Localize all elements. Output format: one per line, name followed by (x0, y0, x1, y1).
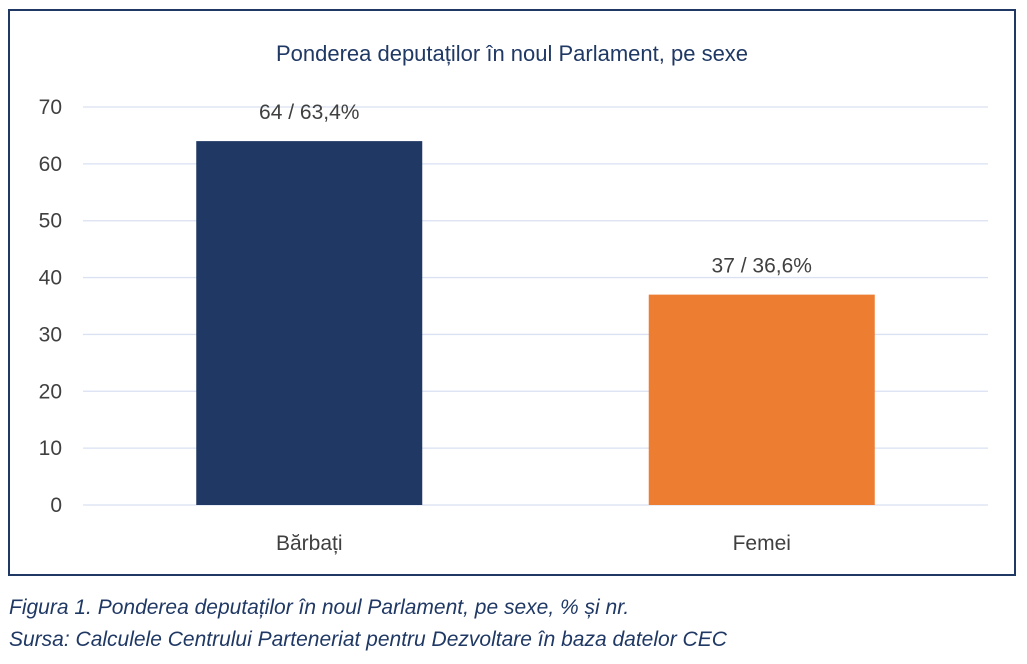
data-label: 64 / 63,4% (259, 101, 359, 124)
bar (196, 141, 423, 505)
y-tick-label: 20 (39, 380, 62, 403)
data-label: 37 / 36,6% (712, 255, 812, 278)
y-tick-label: 40 (39, 267, 62, 290)
y-tick-label: 30 (39, 323, 62, 346)
figure-caption: Figura 1. Ponderea deputaților în noul P… (9, 596, 630, 619)
chart-frame: Ponderea deputaților în noul Parlament, … (8, 9, 1016, 576)
x-tick-label: Bărbați (276, 532, 343, 555)
y-tick-label: 60 (39, 153, 62, 176)
bar-chart: 0 10 20 30 40 50 60 70 64 / 63,4% Bărbați 37 / 36,… (39, 96, 988, 555)
y-tick-label: 70 (39, 96, 62, 119)
y-tick-label: 50 (39, 210, 62, 233)
chart-title: Ponderea deputaților în noul Parlament, … (275, 41, 749, 66)
source-caption: Sursa: Calculele Centrului Parteneriat p… (9, 628, 727, 651)
y-tick-label: 0 (50, 494, 62, 517)
bar (648, 294, 875, 505)
x-tick-label: Femei (733, 532, 791, 555)
y-tick-label: 10 (39, 437, 62, 460)
